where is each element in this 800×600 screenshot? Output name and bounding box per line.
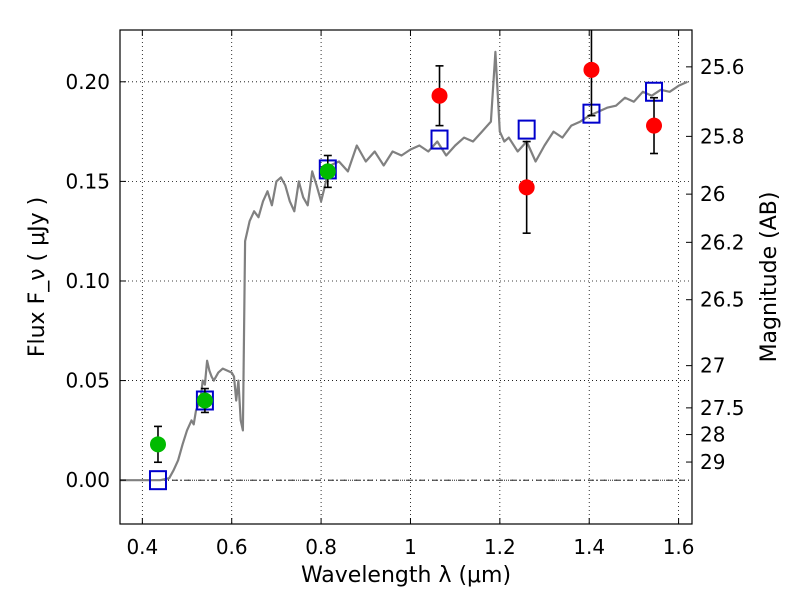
x-axis-ticks: 0.4 0.6 0.8 1 1.2 1.4 1.6 xyxy=(126,30,695,559)
data-point-marker xyxy=(149,436,166,453)
x-tick-label: 1 xyxy=(404,535,417,559)
x-tick-label: 1.6 xyxy=(663,535,695,559)
plot-frame xyxy=(119,29,693,525)
y-tick-label: 0.20 xyxy=(65,70,110,94)
data-point-marker xyxy=(319,163,336,180)
y2-tick-label: 28 xyxy=(700,423,725,447)
y-tick-label: 0.10 xyxy=(65,269,110,293)
data-point-marker xyxy=(646,117,663,134)
x-tick-label: 1.4 xyxy=(573,535,605,559)
y-axis-label: Flux F_ν ( μJy ) xyxy=(25,197,50,357)
y2-tick-label: 25.6 xyxy=(700,55,745,79)
y2-tick-label: 26.2 xyxy=(700,230,745,254)
y2-tick-label: 29 xyxy=(700,450,725,474)
y-tick-label: 0.00 xyxy=(65,468,110,492)
y-tick-label: 0.05 xyxy=(65,369,110,393)
model-square-marker xyxy=(517,119,536,140)
spectrum-line xyxy=(120,50,688,482)
y-axis-ticks: 0.00 0.05 0.10 0.15 0.20 xyxy=(65,70,126,492)
data-point-marker xyxy=(518,179,535,196)
model-square-marker xyxy=(148,470,167,491)
model-square-marker xyxy=(430,129,449,150)
grid xyxy=(120,30,692,524)
data-point-marker xyxy=(431,87,448,104)
y2-tick-label: 26.5 xyxy=(700,288,745,312)
y2-axis-ticks: 25.6 25.8 26 26.2 26.5 27 27.5 28 29 xyxy=(686,55,745,474)
y-tick-label: 0.15 xyxy=(65,169,110,193)
x-tick-label: 1.2 xyxy=(484,535,516,559)
y2-axis-label: Magnitude (AB) xyxy=(757,192,782,363)
y2-tick-label: 25.8 xyxy=(700,124,745,148)
x-tick-label: 0.8 xyxy=(305,535,337,559)
y2-tick-label: 27 xyxy=(700,354,725,378)
y2-tick-label: 27.5 xyxy=(700,396,745,420)
y2-tick-label: 26 xyxy=(700,182,725,206)
data-point-marker xyxy=(583,61,600,78)
x-tick-label: 0.4 xyxy=(126,535,158,559)
data-markers xyxy=(148,30,664,491)
model-spectrum xyxy=(120,50,688,482)
data-point-marker xyxy=(196,392,213,409)
x-axis-label: Wavelength λ (μm) xyxy=(301,563,511,588)
x-tick-label: 0.6 xyxy=(216,535,248,559)
